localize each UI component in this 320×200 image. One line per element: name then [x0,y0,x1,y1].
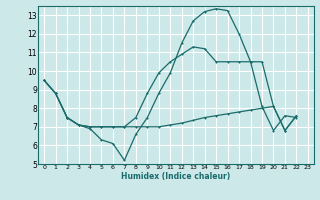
X-axis label: Humidex (Indice chaleur): Humidex (Indice chaleur) [121,172,231,181]
